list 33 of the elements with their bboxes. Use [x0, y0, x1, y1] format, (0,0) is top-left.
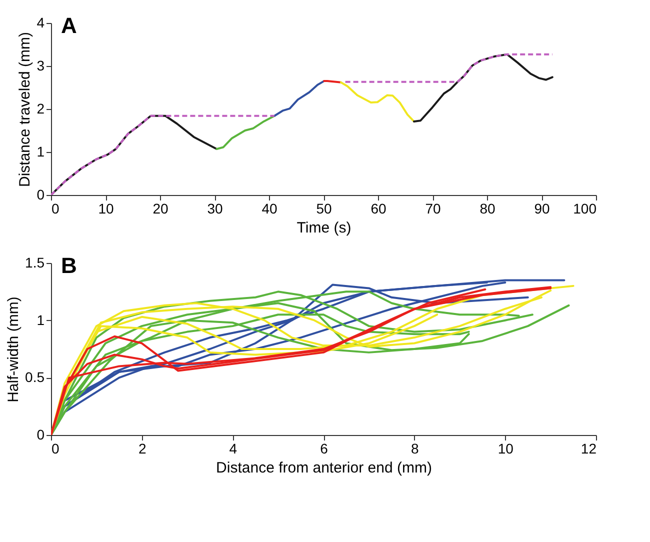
- x-tick-label: 80: [480, 200, 496, 216]
- y-tick-label: 4: [36, 14, 45, 30]
- x-tick-label: 0: [52, 200, 60, 216]
- y-tick-label: 1: [36, 144, 45, 160]
- y-tick-label: 3: [36, 58, 45, 74]
- y-axis-title: Distance traveled (mm): [16, 32, 34, 188]
- y-tick-label: 1.5: [25, 254, 45, 270]
- chart-title: B: [61, 253, 77, 278]
- x-tick-label: 50: [316, 200, 332, 216]
- x-axis-title: Time (s): [296, 220, 352, 236]
- y-tick-label: 1: [36, 312, 45, 328]
- x-tick-label: 12: [580, 440, 597, 456]
- x-tick-label: 4: [229, 440, 238, 456]
- x-tick-label: 20: [152, 200, 168, 216]
- y-tick-label: 0: [36, 426, 45, 442]
- x-tick-label: 90: [534, 200, 550, 216]
- x-tick-label: 6: [320, 440, 328, 456]
- x-tick-label: 70: [425, 200, 441, 216]
- x-tick-label: 40: [262, 200, 278, 216]
- x-tick-label: 0: [52, 440, 60, 456]
- y-tick-label: 2: [36, 100, 45, 116]
- x-tick-label: 2: [138, 440, 146, 456]
- chart-title: A: [61, 13, 77, 38]
- x-tick-label: 60: [370, 200, 386, 216]
- x-tick-label: 30: [207, 200, 223, 216]
- x-axis-title: Distance from anterior end (mm): [216, 460, 432, 476]
- x-tick-label: 10: [98, 200, 114, 216]
- y-axis-title: Half-width (mm): [5, 296, 22, 402]
- x-tick-label: 8: [410, 440, 419, 456]
- x-tick-label: 10: [498, 440, 514, 456]
- y-tick-label: 0: [36, 186, 45, 202]
- y-tick-label: 0.5: [25, 369, 45, 386]
- x-tick-label: 100: [573, 200, 597, 216]
